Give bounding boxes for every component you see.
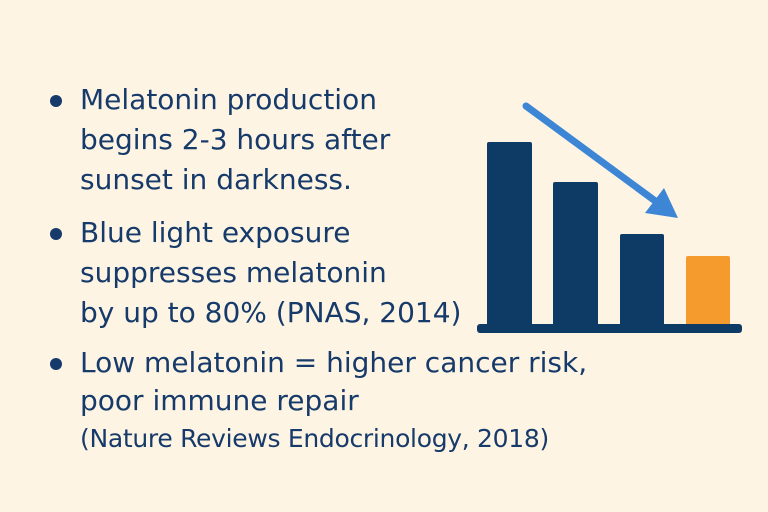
bullet-text: Melatonin production begins 2-3 hours af… [80,80,390,200]
text-line: begins 2-3 hours after [80,123,391,156]
bar-icon [553,182,598,328]
text-line: Melatonin production [80,83,377,116]
bar-icon [686,256,730,328]
text-line: sunset in darkness. [80,163,352,196]
baseline [477,324,742,333]
text-line: Blue light exposure [80,216,351,249]
text-line: (Nature Reviews Endocrinology, 2018) [80,424,549,453]
trend-arrow [522,102,662,207]
text-line: suppresses melatonin [80,256,387,289]
arrow-head [645,188,678,218]
bar-icon [487,142,532,328]
text-line: by up to 80% (PNAS, 2014) [80,296,462,329]
bullet-dot [50,358,62,370]
bullet-text: Low melatonin = higher cancer risk, poor… [80,343,587,459]
bullet-dot [50,95,62,107]
bullet-dot [50,228,62,240]
bar-icon [620,234,664,328]
text-line: Low melatonin = higher cancer risk, [80,346,588,379]
bullet-text: Blue light exposure suppresses melatonin… [80,213,461,333]
text-line: poor immune repair [80,384,359,417]
